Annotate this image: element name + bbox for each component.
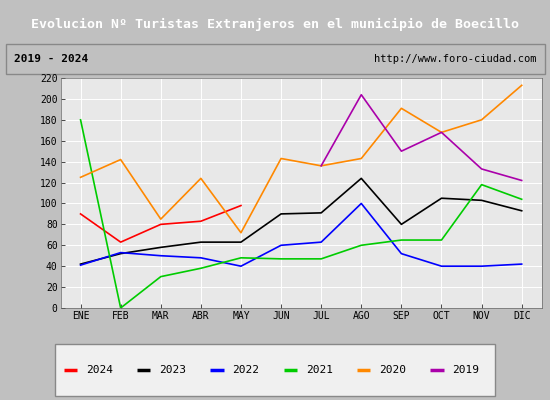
Line: 2023: 2023: [80, 178, 522, 264]
Text: 2024: 2024: [86, 365, 113, 375]
2020: [278, 156, 284, 161]
2022: [278, 243, 284, 248]
2023: [238, 240, 244, 244]
2023: [358, 176, 365, 181]
2022: [197, 256, 204, 260]
Line: 2020: 2020: [80, 85, 522, 233]
2022: [238, 264, 244, 268]
2020: [438, 130, 445, 135]
2023: [278, 212, 284, 216]
2020: [197, 176, 204, 181]
2021: [157, 274, 164, 279]
2023: [197, 240, 204, 244]
Line: 2024: 2024: [80, 206, 241, 242]
2022: [519, 262, 525, 266]
2021: [318, 256, 324, 261]
2020: [318, 164, 324, 168]
2021: [398, 238, 405, 242]
Text: 2019: 2019: [453, 365, 480, 375]
2023: [117, 251, 124, 256]
2020: [478, 118, 485, 122]
2020: [398, 106, 405, 111]
2021: [478, 182, 485, 187]
2022: [157, 253, 164, 258]
2021: [77, 118, 84, 122]
Text: 2023: 2023: [159, 365, 186, 375]
2024: [157, 222, 164, 227]
2023: [77, 262, 84, 266]
2022: [318, 240, 324, 244]
2022: [398, 251, 405, 256]
2020: [157, 217, 164, 222]
2024: [238, 203, 244, 208]
2023: [438, 196, 445, 201]
2023: [318, 210, 324, 215]
2020: [519, 83, 525, 88]
Text: 2019 - 2024: 2019 - 2024: [14, 54, 88, 64]
2023: [398, 222, 405, 227]
2021: [278, 256, 284, 261]
Text: Evolucion Nº Turistas Extranjeros en el municipio de Boecillo: Evolucion Nº Turistas Extranjeros en el …: [31, 18, 519, 30]
Line: 2022: 2022: [80, 204, 522, 266]
2021: [519, 197, 525, 202]
2023: [478, 198, 485, 203]
2024: [77, 212, 84, 216]
Text: http://www.foro-ciudad.com: http://www.foro-ciudad.com: [374, 54, 536, 64]
2020: [358, 156, 365, 161]
Text: 2022: 2022: [233, 365, 260, 375]
2022: [358, 201, 365, 206]
Text: 2020: 2020: [379, 365, 406, 375]
2022: [478, 264, 485, 268]
2021: [438, 238, 445, 242]
2024: [197, 219, 204, 224]
2023: [157, 245, 164, 250]
2022: [438, 264, 445, 268]
2020: [77, 175, 84, 180]
2021: [358, 243, 365, 248]
2021: [238, 256, 244, 260]
2020: [238, 230, 244, 235]
2022: [77, 263, 84, 268]
2020: [117, 157, 124, 162]
2024: [117, 240, 124, 244]
2023: [519, 208, 525, 213]
2021: [197, 266, 204, 271]
FancyBboxPatch shape: [55, 344, 495, 396]
Line: 2021: 2021: [80, 120, 522, 308]
2022: [117, 250, 124, 255]
Text: 2021: 2021: [306, 365, 333, 375]
2021: [117, 306, 124, 310]
